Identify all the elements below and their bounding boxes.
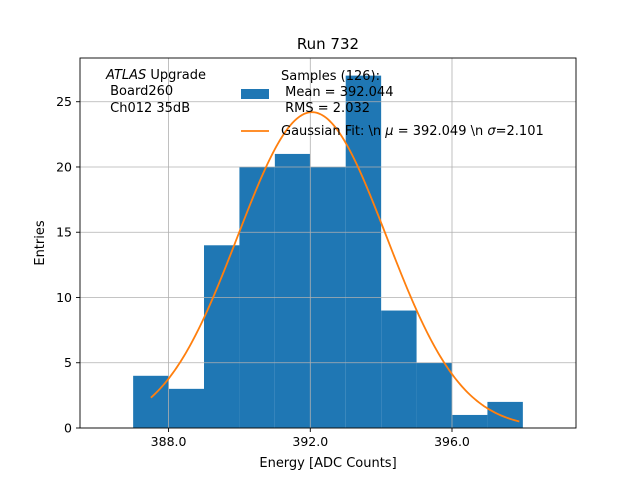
y-axis-label: Entries [33,220,48,266]
gaussian-fit-line [150,111,520,423]
histogram-bar-1 [168,388,204,428]
y-tick-label-5: 25 [56,94,72,109]
legend-histogram-swatch [241,89,269,99]
legend: Samples (126): Mean = 392.044 RMS = 2.03… [241,69,544,139]
histogram-bar-0 [133,375,169,428]
histogram-bar-9 [452,414,488,428]
histogram-bar-8 [416,362,452,428]
x-tick-label-1: 392.0 [292,434,328,449]
histogram-bar-6 [345,75,382,428]
x-tick-label-0: 388.0 [151,434,187,449]
annotation-channel: Ch012 35dB [106,101,190,116]
histogram-bar-2 [204,245,240,428]
y-tick-label-2: 10 [56,290,72,305]
histogram-bar-4 [274,153,311,429]
axes-frame [79,57,577,429]
atlas-annotation: ATLAS Upgrade Board260 Ch012 35dB [105,68,206,116]
x-tick-label-2: 396.0 [434,434,470,449]
chart-title: Run 732 [297,35,359,53]
x-axis-label: Energy [ADC Counts] [259,456,396,471]
legend-fit-label: Gaussian Fit: \n μ = 392.049 \n σ=2.101 [281,124,544,139]
y-tick-label-4: 20 [56,159,72,174]
annotation-board: Board260 [106,84,173,99]
y-tick-label-3: 15 [56,225,72,240]
histogram-bar-10 [487,401,523,428]
legend-histogram-label: Samples (126): Mean = 392.044 RMS = 2.03… [281,69,422,116]
y-tick-label-1: 5 [64,355,72,370]
annotation-atlas-upgrade: ATLAS Upgrade [105,68,206,83]
histogram-bar-7 [381,310,417,428]
axis-ticks: 388.0 392.0 396.0 0 5 10 15 20 25 [56,94,470,449]
y-tick-label-0: 0 [64,421,72,436]
